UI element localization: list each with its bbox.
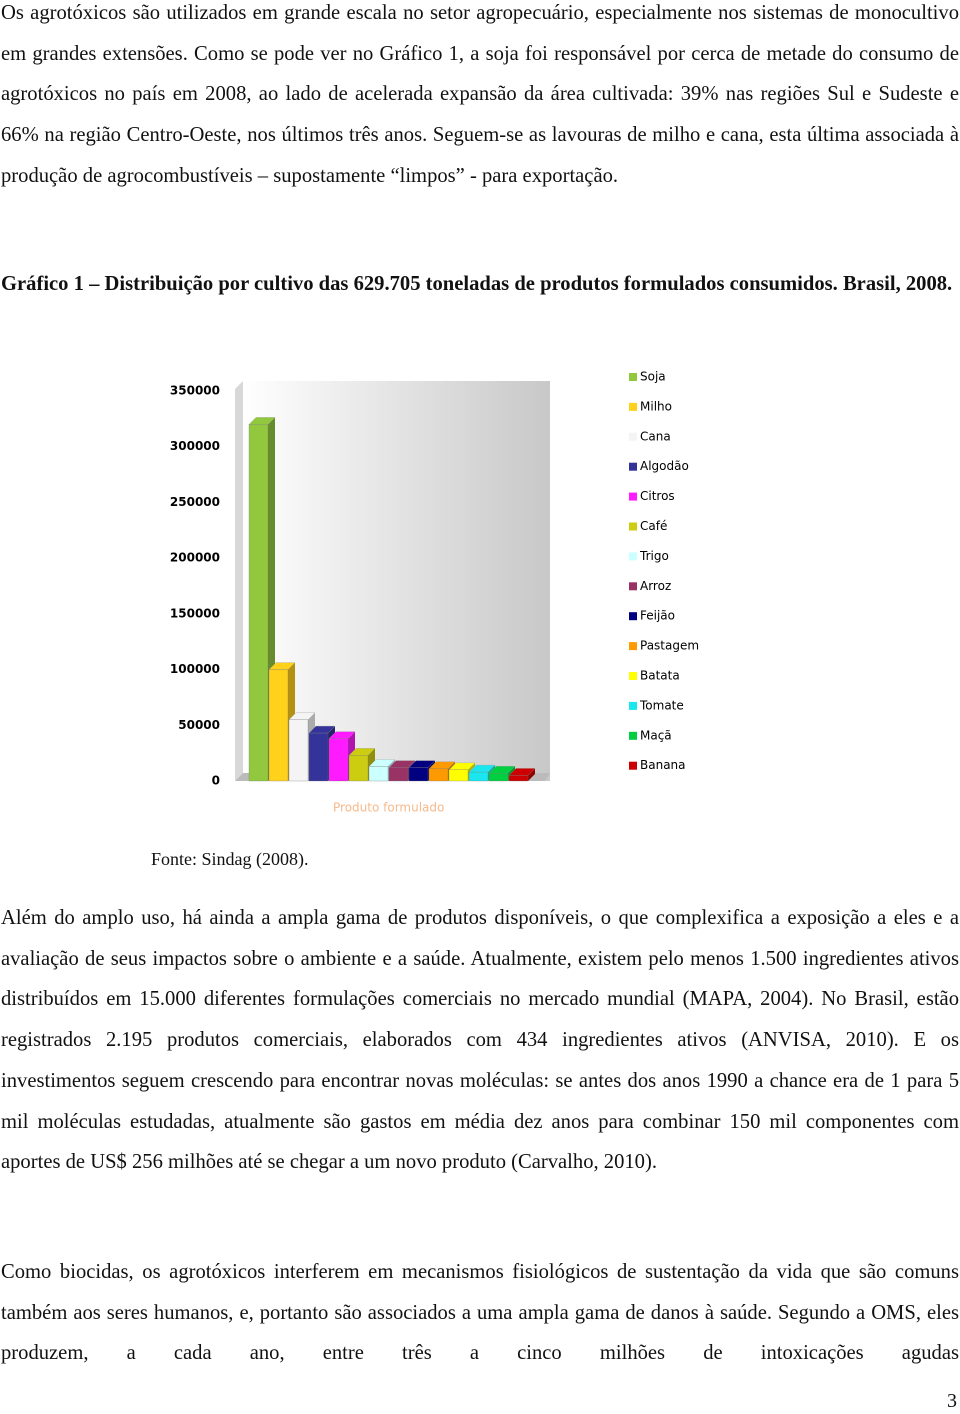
legend-swatch [629, 373, 637, 381]
legend-swatch [629, 402, 637, 411]
bar [388, 767, 409, 782]
paragraph: Além do amplo uso, há ainda a ampla gama… [1, 907, 959, 1174]
y-tick-label: 150000 [170, 606, 220, 620]
page-number: 3 [947, 1390, 957, 1412]
x-axis-label: Produto formulado [333, 801, 444, 815]
bar [508, 775, 529, 782]
y-tick-label: 250000 [170, 495, 220, 509]
legend-swatch [629, 552, 637, 561]
legend-label: Arroz [640, 579, 671, 593]
legend-label: Banana [640, 758, 686, 772]
legend-swatch [629, 462, 637, 471]
legend-swatch [629, 492, 637, 501]
bar [268, 669, 289, 782]
paragraph: Os agrotóxicos são utilizados em grande … [1, 2, 959, 187]
legend-swatch [629, 432, 637, 441]
paragraph: Como biocidas, os agrotóxicos interferem… [1, 1261, 959, 1365]
legend-swatch [629, 672, 637, 680]
legend-label: Algodão [640, 459, 689, 473]
bar [408, 767, 429, 782]
legend-swatch [629, 522, 637, 531]
legend-label: Café [640, 519, 667, 533]
y-tick-label: 300000 [170, 439, 220, 453]
legend-label: Maçã [640, 728, 672, 742]
legend-label: Milho [640, 399, 672, 413]
legend-label: Trigo [639, 549, 669, 563]
bar [348, 755, 369, 782]
bar [468, 771, 489, 782]
legend-label: Citros [640, 489, 675, 503]
y-tick-label: 200000 [170, 551, 220, 565]
y-tick-label: 100000 [170, 662, 220, 676]
bar [428, 768, 449, 782]
legend-label: Cana [640, 429, 671, 443]
bar [308, 732, 329, 782]
y-tick-label: 0 [212, 774, 220, 788]
legend-label: Soja [640, 370, 666, 384]
bar [368, 766, 389, 782]
bar [248, 424, 269, 782]
bar [488, 773, 509, 782]
legend-swatch [629, 582, 637, 591]
bar [288, 719, 309, 782]
bar [328, 738, 349, 782]
legend-swatch [629, 612, 637, 621]
bar-side [528, 768, 535, 781]
figure-caption: Gráfico 1 – Distribuição por cultivo das… [1, 273, 953, 295]
legend-swatch [629, 761, 637, 770]
legend-label: Tomate [639, 698, 684, 712]
legend-label: Pastagem [640, 639, 699, 653]
y-tick-label: 350000 [170, 384, 220, 398]
legend-swatch [629, 642, 637, 651]
legend-swatch [629, 731, 637, 740]
plot-side-wall [235, 381, 243, 781]
chart: Produto formulado 0 50000 100000 150000 2000… [170, 370, 699, 815]
legend-label: Feijão [640, 609, 675, 623]
legend-label: Batata [640, 669, 680, 683]
figure-source: Fonte: Sindag (2008). [151, 849, 309, 869]
y-tick-label: 50000 [178, 718, 220, 732]
bar [448, 769, 469, 782]
legend-swatch [629, 701, 637, 710]
